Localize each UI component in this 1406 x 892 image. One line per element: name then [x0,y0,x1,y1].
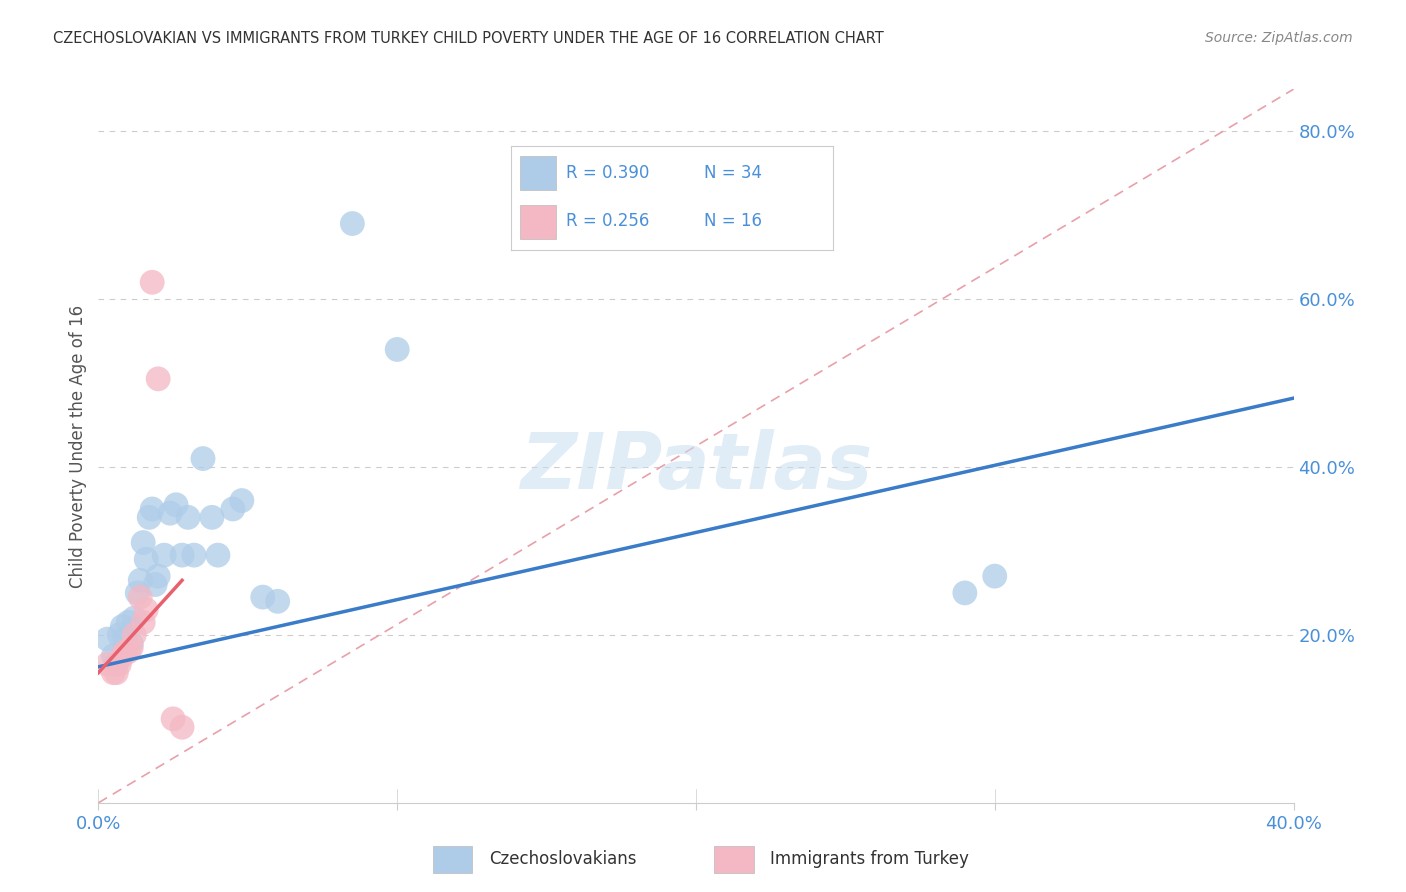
Point [183,548,205,562]
Point [172,720,194,734]
Text: ZIPatlas: ZIPatlas [520,429,872,506]
Point [114,645,136,659]
Point [201,510,224,524]
Point [222,502,245,516]
Point [267,594,290,608]
Text: Source: ZipAtlas.com: Source: ZipAtlas.com [1205,31,1353,45]
Point [111,648,134,663]
Point [162,712,184,726]
FancyBboxPatch shape [433,847,472,873]
Point [127,586,149,600]
Point [191,451,214,466]
Point [103,648,125,663]
Point [385,343,409,357]
Point [108,657,131,672]
Point [153,548,176,562]
Point [129,574,152,588]
Point [124,628,146,642]
Point [120,636,142,650]
Point [132,535,155,549]
Point [111,619,134,633]
Point [148,569,170,583]
FancyBboxPatch shape [714,847,754,873]
Point [138,510,160,524]
Point [143,577,166,591]
Point [129,590,152,604]
Text: Czechoslovakians: Czechoslovakians [489,849,637,868]
Point [105,657,128,672]
Point [96,632,118,646]
Point [117,615,139,630]
Point [342,217,364,231]
Text: CZECHOSLOVAKIAN VS IMMIGRANTS FROM TURKEY CHILD POVERTY UNDER THE AGE OF 16 CORR: CZECHOSLOVAKIAN VS IMMIGRANTS FROM TURKE… [53,31,884,46]
Point [177,510,200,524]
Point [135,603,157,617]
Point [984,569,1007,583]
Point [159,506,181,520]
Point [165,498,187,512]
Point [105,665,128,680]
Point [141,502,163,516]
Point [120,640,142,655]
Point [114,632,136,646]
Text: Immigrants from Turkey: Immigrants from Turkey [770,849,969,868]
Point [231,493,253,508]
Point [953,586,976,600]
Y-axis label: Child Poverty Under the Age of 16: Child Poverty Under the Age of 16 [69,304,87,588]
Point [124,611,146,625]
Point [141,275,163,289]
Point [96,657,118,672]
Point [132,615,155,630]
Point [172,548,194,562]
Point [148,372,170,386]
Point [252,590,274,604]
Point [207,548,229,562]
Point [103,665,125,680]
Point [135,552,157,566]
Point [108,628,131,642]
Point [117,645,139,659]
